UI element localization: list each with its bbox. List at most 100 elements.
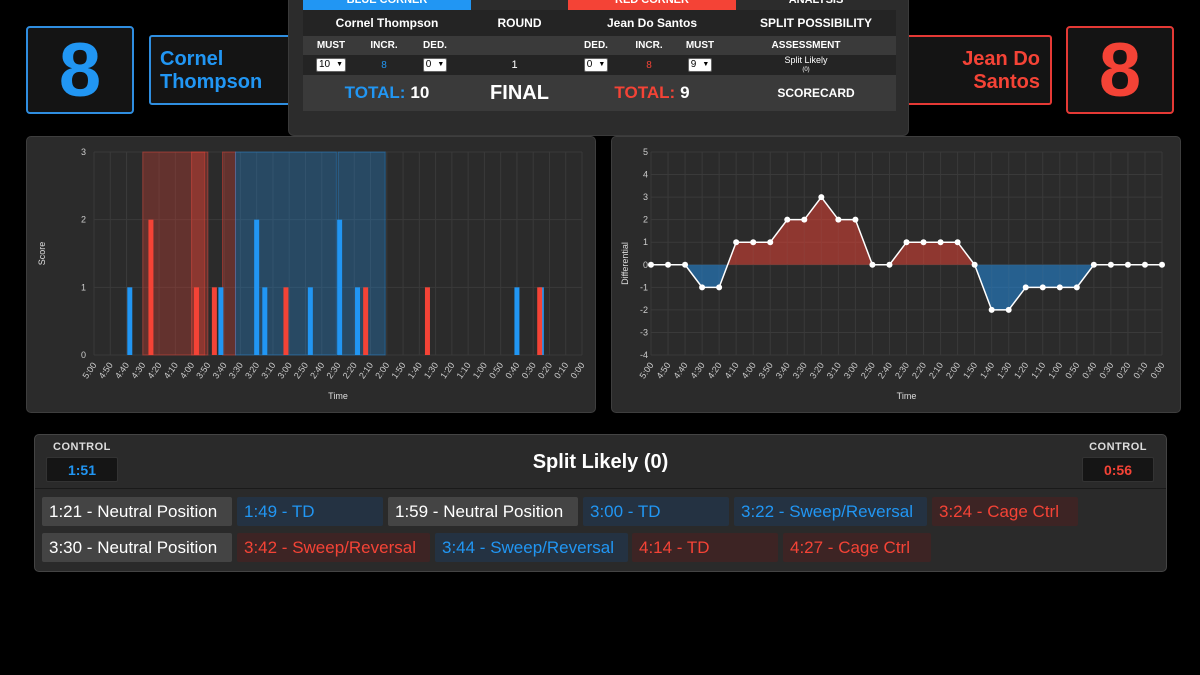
event-chip: 3:22 - Sweep/Reversal [734,497,927,526]
differential-point [1141,261,1148,268]
differential-area [787,219,805,265]
blue-total: TOTAL: 10 [344,83,430,102]
x-tick-label: 4:30 [688,360,706,380]
event-chip: 3:30 - Neutral Position [42,533,232,562]
red-ded-label: DED. [584,40,608,51]
score-bar [283,287,289,355]
differential-point [903,239,910,246]
x-tick-label: 0:40 [1080,360,1098,380]
y-tick-label: 4 [643,170,648,180]
differential-point [665,261,672,268]
red-must-label: MUST [685,40,715,51]
control-region [222,151,237,356]
x-tick-label: 2:10 [357,360,375,380]
x-tick-label: 0:20 [1114,360,1132,380]
red-incr-value: 8 [646,59,652,71]
red-control-time: 0:56 [1082,457,1154,482]
differential-point [1124,261,1131,268]
differential-point [1090,261,1097,268]
y-tick-label: 2 [81,215,86,225]
x-tick-label: 0:50 [487,360,505,380]
red-ded-select[interactable]: 0 ▼ [583,58,609,72]
x-tick-label: 3:30 [791,360,809,380]
differential-point [750,239,757,246]
x-tick-label: 1:20 [1012,360,1030,380]
x-tick-label: 0:30 [520,360,538,380]
x-tick-label: 2:00 [373,360,391,380]
red-incr-label: INCR. [635,40,663,51]
score-bar [537,287,543,355]
score-bar [363,287,369,355]
x-tick-label: 3:50 [194,360,212,380]
score-bar [193,287,199,355]
red-total: TOTAL: 9 [614,83,690,102]
x-tick-label: 1:10 [455,360,473,380]
score-bar [127,287,133,355]
differential-area [991,264,1009,310]
x-tick-label: 4:10 [723,360,741,380]
red-score: 8 [1066,26,1174,114]
scorecard-values-row: 10 ▼ 8 0 ▼ 1 0 ▼ 8 9 ▼ Split Likely (0) [303,55,896,75]
blue-ded-select[interactable]: 0 ▼ [422,58,448,72]
differential-area [838,219,856,265]
x-tick-label: 4:40 [113,360,131,380]
differential-point [835,216,842,223]
differential-point [682,261,689,268]
score-bar [424,287,430,355]
x-tick-label: 2:30 [324,360,342,380]
y-axis-label: Score [37,242,47,266]
x-tick-label: 3:10 [825,360,843,380]
red-full-name: Jean Do Santos [606,16,698,30]
red-must-select[interactable]: 9 ▼ [687,58,713,72]
x-tick-label: 4:10 [162,360,180,380]
x-tick-label: 4:50 [654,360,672,380]
x-tick-label: 0:40 [503,360,521,380]
x-tick-label: 3:20 [243,360,261,380]
differential-point [937,239,944,246]
differential-area [821,197,839,265]
y-tick-label: -1 [640,282,648,292]
blue-control-label: CONTROL [53,441,111,453]
differential-area [1059,264,1077,288]
blue-must-label: MUST [316,40,346,51]
differential-point [1107,261,1114,268]
chevron-down-icon: ▼ [702,61,710,68]
differential-point [920,239,927,246]
assessment-value: Split Likely (0) [784,55,828,73]
x-tick-label: 0:00 [568,360,586,380]
y-tick-label: 3 [81,147,86,157]
differential-point [971,261,978,268]
assessment-panel: CONTROL 1:51 Split Likely (0) CONTROL 0:… [34,434,1167,572]
differential-point [716,284,723,291]
differential-point [733,239,740,246]
x-tick-label: 4:30 [129,360,147,380]
score-bar [262,287,268,355]
blue-must-select[interactable]: 10 ▼ [315,58,347,72]
round-value: 1 [511,59,518,71]
y-tick-label: 1 [643,237,648,247]
differential-point [1022,284,1029,291]
differential-point [1005,306,1012,313]
differential-point [784,216,791,223]
score-timeline-chart-panel: 0 1 2 3 5:00 4:50 4:40 4:30 4:20 4:10 4:00 3:50 3:40… [26,136,596,413]
differential-area [1008,264,1026,310]
x-tick-label: 0:20 [536,360,554,380]
differential-area [1025,264,1043,288]
event-chip: 4:14 - TD [632,533,778,562]
score-bar [355,287,361,355]
x-tick-label: 2:50 [859,360,877,380]
x-tick-label: 0:50 [1063,360,1081,380]
x-tick-label: 3:20 [808,360,826,380]
x-axis-label: Time [328,391,348,401]
score-bar [211,287,217,355]
x-tick-label: 0:00 [1148,360,1166,380]
blue-first-name: Cornel [160,48,224,70]
differential-point [886,261,893,268]
y-tick-label: 1 [81,282,86,292]
scorecard-labels-row: MUST INCR. DED. DED. INCR. MUST ASSESSME… [303,36,896,55]
differential-point [699,284,706,291]
differential-area [940,242,958,265]
split-possibility-label: SPLIT POSSIBILITY [759,16,872,30]
x-tick-label: 2:10 [927,360,945,380]
scorecard-header-row: BLUE CORNER RED CORNER ANALYSIS [303,0,896,10]
